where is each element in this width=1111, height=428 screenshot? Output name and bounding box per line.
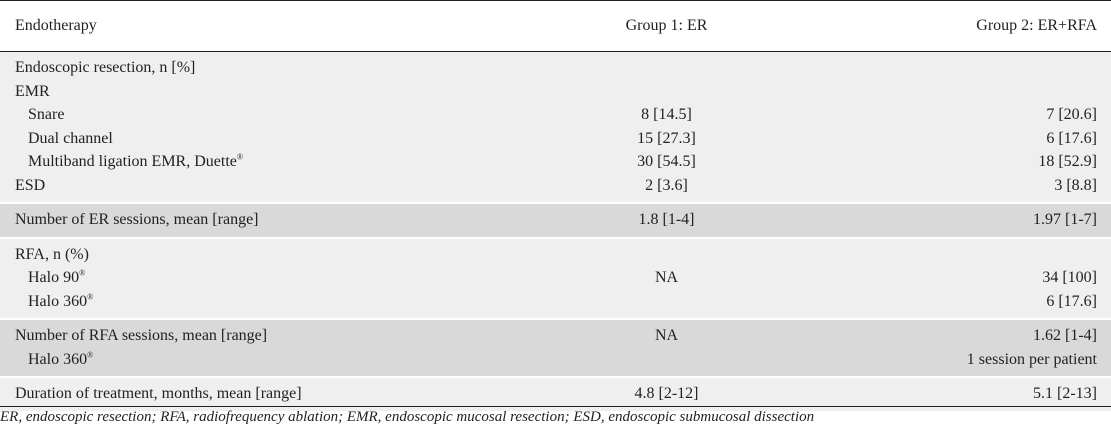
row-label-text: Number of ER sessions, mean [range] [15, 211, 259, 228]
row-label: Number of ER sessions, mean [range] [0, 204, 500, 237]
group1-value: 4.8 [2-12] [634, 385, 699, 402]
table-row: Halo 90® NA 34 [100] [0, 266, 1111, 290]
registered-mark: ® [87, 292, 94, 302]
group1-value [500, 80, 833, 104]
row-label-text: EMR [15, 82, 50, 100]
group2-value: 6 [17.6] [1046, 292, 1097, 310]
registered-mark: ® [236, 152, 243, 162]
group-separator [0, 236, 1111, 239]
group2-value: 7 [20.6] [1046, 106, 1097, 123]
group1-value: 1.8 [1-4] [638, 211, 695, 228]
group2-value: 5.1 [2-13] [1033, 385, 1097, 402]
table-row: Halo 360® 6 [17.6] [0, 289, 1111, 319]
group1-value [500, 52, 833, 80]
group2-value: 34 [100] [1042, 269, 1097, 286]
group2-value [833, 239, 1111, 267]
header-group1: Group 1: ER [500, 0, 833, 52]
group1-value: NA [654, 269, 679, 286]
row-label-text: Dual channel [28, 129, 113, 147]
row-label: ESD [0, 174, 500, 203]
header-row: Endotherapy Group 1: ER Group 2: ER+RFA [0, 0, 1111, 52]
group1-value: 30 [54.5] [637, 153, 696, 170]
table-row: RFA, n (%) [0, 238, 1111, 267]
row-label: Multiband ligation EMR, Duette® [0, 150, 500, 174]
footnote: ER, endoscopic resection; RFA, radiofreq… [0, 406, 1111, 428]
table-row: ESD 2 [3.6] 3 [8.8] [0, 173, 1111, 203]
row-label: Endoscopic resection, n [%] [0, 52, 500, 80]
table-row: Multiband ligation EMR, Duette® 30 [54.5]… [0, 150, 1111, 174]
group2-value: 18 [52.9] [1038, 153, 1097, 170]
row-label-text: Number of RFA sessions, mean [range] [15, 327, 268, 344]
group2-value [833, 52, 1111, 80]
group1-value: 8 [14.5] [641, 106, 692, 123]
table-row: Halo 360® 1 session per patient [0, 347, 1111, 377]
group-separator [0, 376, 1111, 378]
group1-value [500, 290, 833, 319]
row-label: RFA, n (%) [0, 239, 500, 267]
header-endotherapy: Endotherapy [0, 0, 500, 52]
group-separator [0, 202, 1111, 204]
table-row: Duration of treatment, months, mean [ran… [0, 378, 1111, 411]
header-group2: Group 2: ER+RFA [833, 0, 1111, 52]
row-label: Halo 360® [0, 348, 500, 377]
group1-value: 15 [27.3] [637, 129, 696, 147]
table-row: Number of RFA sessions, mean [range] NA 1.… [0, 320, 1111, 348]
row-label: Halo 90® [0, 266, 500, 290]
row-label-text: RFA, n (%) [15, 245, 89, 263]
group1-value [500, 239, 833, 267]
group-separator [0, 318, 1111, 320]
row-label: Halo 360® [0, 290, 500, 319]
group1-value: 2 [3.6] [645, 176, 688, 194]
table-row: Endoscopic resection, n [%] [0, 51, 1111, 80]
group1-value: NA [654, 327, 679, 344]
row-label-text: Halo 360 [28, 350, 88, 368]
row-label-text: Endoscopic resection, n [%] [15, 59, 196, 76]
row-label-text: Duration of treatment, months, mean [ran… [15, 385, 302, 402]
row-label: EMR [0, 80, 500, 104]
endotherapy-table: Endotherapy Group 1: ER Group 2: ER+RFA … [0, 0, 1111, 411]
row-label-text: ESD [15, 176, 46, 194]
row-label: Duration of treatment, months, mean [ran… [0, 378, 500, 411]
row-label-text: Halo 90 [28, 269, 80, 286]
group1-value [500, 348, 833, 377]
row-label: Snare [0, 103, 500, 127]
table-row: Snare 8 [14.5] 7 [20.6] [0, 103, 1111, 127]
table-row: Dual channel 15 [27.3] 6 [17.6] [0, 126, 1111, 151]
group2-value: 1.97 [1-7] [1033, 211, 1097, 228]
registered-mark: ® [87, 350, 94, 360]
row-label-text: Multiband ligation EMR, Duette [28, 153, 237, 170]
table-row: Number of ER sessions, mean [range] 1.8 [… [0, 204, 1111, 237]
row-label: Dual channel [0, 127, 500, 151]
group2-value: 6 [17.6] [1046, 129, 1097, 147]
row-label-text: Snare [28, 106, 65, 123]
row-label: Number of RFA sessions, mean [range] [0, 320, 500, 348]
group2-value: 1 session per patient [966, 350, 1097, 368]
table-body: Endoscopic resection, n [%] EMR Snare 8 [14… [0, 51, 1111, 411]
group2-value: 1.62 [1-4] [1033, 327, 1097, 344]
row-label-text: Halo 360 [28, 292, 88, 310]
group2-value: 3 [8.8] [1054, 176, 1097, 194]
table-row: EMR [0, 79, 1111, 104]
group2-value [833, 80, 1111, 104]
registered-mark: ® [79, 268, 86, 278]
